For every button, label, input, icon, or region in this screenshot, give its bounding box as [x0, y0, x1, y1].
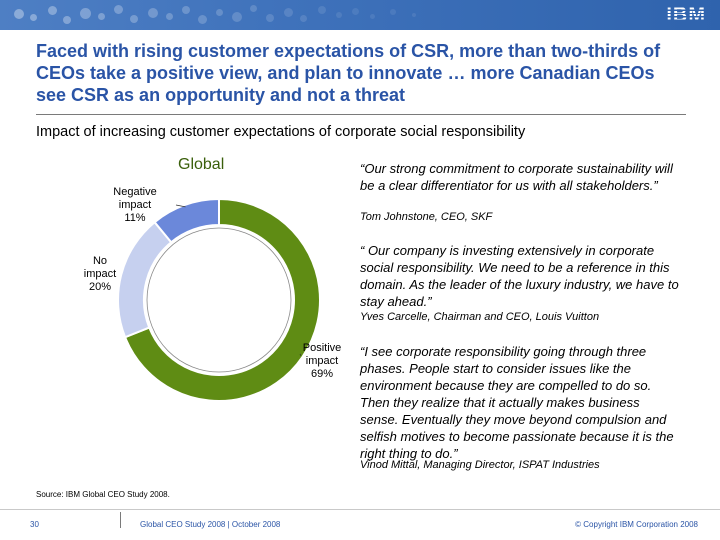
banner-dot [412, 13, 416, 17]
leader-line-positive [299, 353, 302, 356]
banner-dot [130, 15, 138, 23]
slice-label-negative-line2: impact [118, 199, 152, 211]
banner-dot [250, 5, 257, 12]
slice-label-no-impact-line1: No [92, 255, 108, 267]
slice-label-negative: Negative impact 11% [106, 186, 164, 225]
slice-label-positive-line1: Positive [302, 342, 342, 354]
banner-dot [336, 12, 342, 18]
slice-value-positive: 69% [310, 368, 334, 380]
banner-dot [284, 8, 293, 17]
slice-label-positive: Positive impact 69% [294, 342, 350, 381]
donut-slice-negative [153, 197, 220, 244]
banner-dot [30, 14, 37, 21]
banner-dot [390, 9, 396, 15]
slice-value-no-impact: 20% [88, 281, 112, 293]
quote-2-attribution: Yves Carcelle, Chairman and CEO, Louis V… [360, 311, 600, 323]
banner-dot [182, 6, 190, 14]
banner-dot [198, 15, 207, 24]
top-banner: IBM [0, 0, 720, 30]
banner-dot [216, 9, 223, 16]
headline-divider [36, 114, 686, 115]
slice-label-negative-line1: Negative [113, 186, 157, 198]
quote-3-text: “I see corporate responsibility going th… [360, 344, 674, 461]
quote-1-text: “Our strong commitment to corporate sust… [360, 161, 673, 193]
footer-copyright: © Copyright IBM Corporation 2008 [575, 520, 698, 529]
banner-dot [148, 8, 158, 18]
footer-separator [120, 512, 121, 528]
footer-study-title: Global CEO Study 2008 | October 2008 [140, 520, 281, 529]
page-number: 30 [30, 520, 39, 529]
banner-dot [232, 12, 242, 22]
quote-2-text: “ Our company is investing extensively i… [360, 243, 679, 309]
slice-label-no-impact: No impact 20% [72, 255, 128, 294]
banner-dot [166, 13, 173, 20]
source-note: Source: IBM Global CEO Study 2008. [36, 490, 170, 499]
quote-3-attribution: Vinod Mittal, Managing Director, ISPAT I… [360, 459, 600, 471]
banner-dot [266, 14, 274, 22]
chart-title: Global [178, 156, 225, 173]
donut-slice-positive [123, 197, 321, 402]
slide-headline: Faced with rising customer expectations … [36, 41, 661, 105]
donut-inner-circle [146, 227, 292, 373]
footer-divider-line [0, 509, 720, 510]
quote-1-attribution: Tom Johnstone, CEO, SKF [360, 211, 493, 223]
slice-label-no-impact-line2: impact [83, 268, 117, 280]
banner-dot [114, 5, 123, 14]
slide-subtitle: Impact of increasing customer expectatio… [36, 124, 526, 140]
banner-dot [352, 8, 359, 15]
banner-dot [14, 9, 24, 19]
slice-label-positive-line2: impact [305, 355, 339, 367]
banner-dot [300, 15, 307, 22]
banner-dot [80, 8, 91, 19]
banner-dot [48, 6, 57, 15]
banner-dot [318, 6, 326, 14]
banner-dot [98, 13, 105, 20]
ibm-logo: IBM [666, 4, 706, 26]
slice-value-negative: 11% [124, 212, 146, 224]
banner-dot [370, 14, 375, 19]
banner-dot [63, 16, 71, 24]
leader-line-negative [175, 204, 186, 208]
